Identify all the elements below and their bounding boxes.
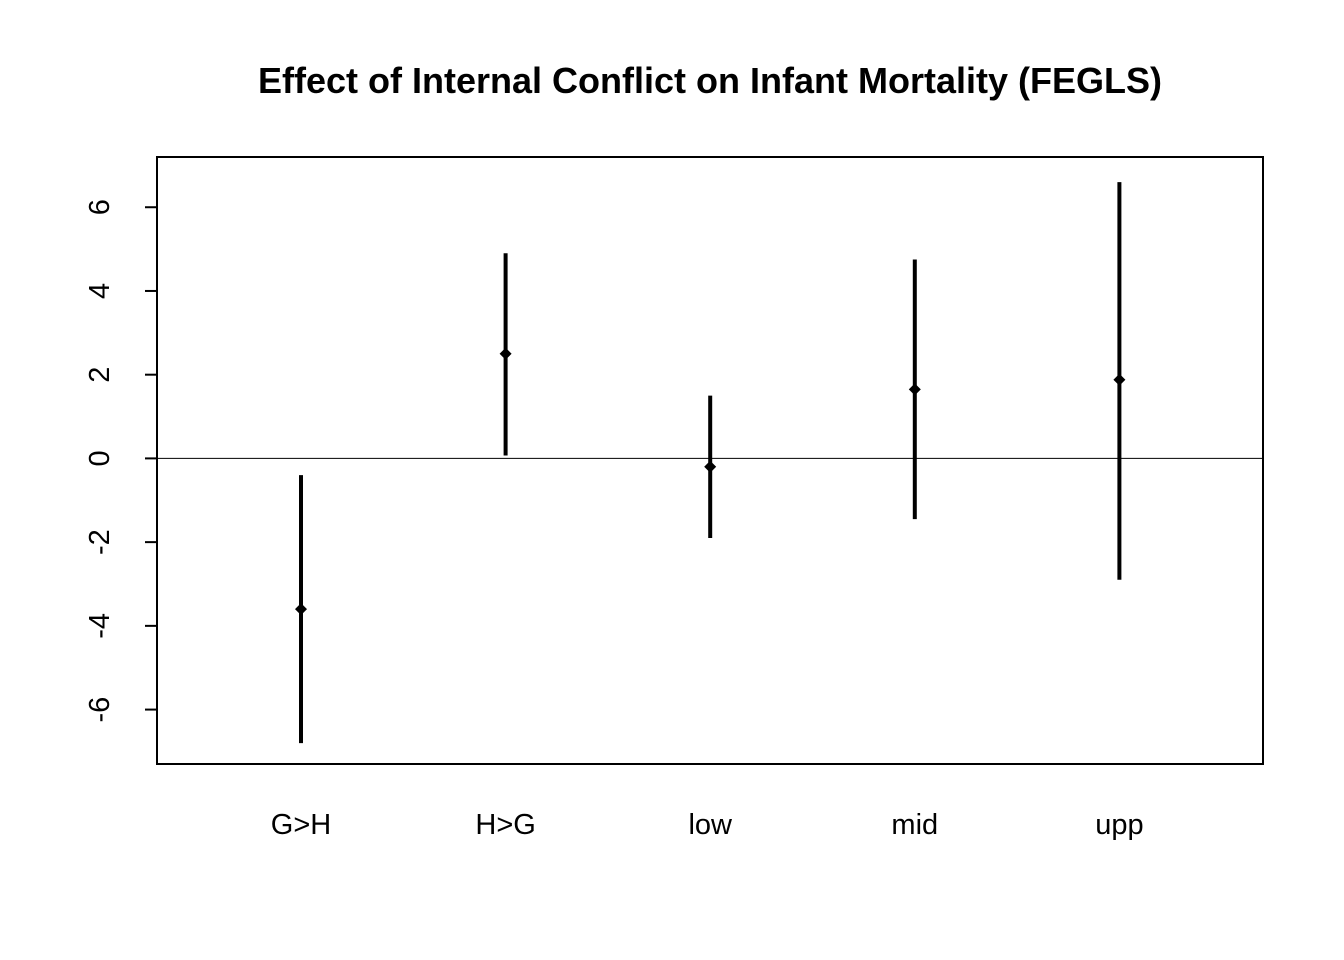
x-tick-label: upp bbox=[1095, 809, 1143, 841]
chart-title: Effect of Internal Conflict on Infant Mo… bbox=[258, 60, 1162, 101]
y-tick-label: 4 bbox=[84, 283, 116, 299]
x-tick-label: G>H bbox=[271, 809, 331, 841]
y-tick-label: 2 bbox=[84, 367, 116, 383]
x-tick-label: low bbox=[688, 809, 733, 841]
y-tick-label: -4 bbox=[84, 613, 116, 639]
y-tick-label: 6 bbox=[84, 199, 116, 215]
x-axis: G>H H>G low mid upp bbox=[271, 809, 1144, 841]
point-estimate bbox=[499, 347, 512, 360]
x-tick-label: mid bbox=[891, 809, 938, 841]
y-tick-label: -2 bbox=[84, 529, 116, 555]
y-tick-label: -6 bbox=[84, 697, 116, 723]
y-tick-label: 0 bbox=[84, 450, 116, 466]
point-estimate bbox=[295, 603, 307, 616]
plot-frame bbox=[156, 156, 1264, 765]
point-estimate bbox=[908, 383, 921, 396]
error-bars bbox=[295, 182, 1126, 744]
y-axis: -6 -4 -2 0 2 4 6 bbox=[84, 199, 157, 722]
x-tick-label: H>G bbox=[475, 809, 535, 841]
point-estimate bbox=[704, 460, 717, 473]
point-estimate bbox=[1113, 373, 1126, 386]
